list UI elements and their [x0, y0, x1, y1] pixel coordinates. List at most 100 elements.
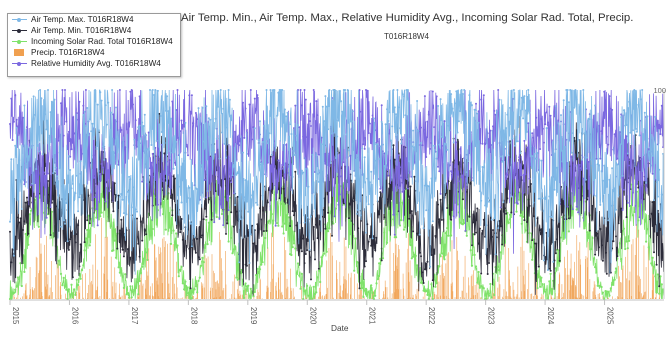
x-axis-tick-label: 2019 [249, 307, 258, 324]
data-point [485, 224, 488, 227]
data-point [26, 196, 28, 199]
data-point [156, 89, 159, 92]
data-point [190, 297, 193, 300]
data-point [184, 280, 187, 283]
data-point [416, 232, 419, 235]
data-point [380, 259, 383, 262]
data-point [550, 288, 554, 291]
data-point [315, 291, 318, 294]
data-point [492, 229, 494, 232]
data-point [421, 144, 424, 147]
data-point [138, 255, 141, 258]
data-point [37, 173, 40, 176]
data-point [638, 134, 641, 137]
data-point [392, 144, 395, 147]
data-point [651, 172, 654, 175]
data-point [277, 91, 280, 94]
data-point [24, 162, 27, 165]
data-point [70, 148, 73, 151]
data-point [107, 169, 110, 172]
legend: Air Temp. Max. T016R18W4 Air Temp. Min. … [7, 13, 181, 77]
data-point [158, 123, 161, 126]
data-point [192, 122, 195, 125]
data-point [452, 215, 455, 218]
legend-item-air-temp-min[interactable]: Air Temp. Min. T016R18W4 [8, 25, 180, 36]
data-point [488, 200, 490, 203]
data-point [295, 224, 298, 227]
data-point [659, 221, 662, 224]
data-point [435, 228, 438, 231]
legend-item-solar-rad[interactable]: Incoming Solar Rad. Total T016R18W4 [8, 36, 180, 47]
data-point [616, 255, 619, 258]
legend-item-air-temp-max[interactable]: Air Temp. Max. T016R18W4 [8, 14, 180, 25]
data-point [536, 134, 539, 137]
data-point [537, 275, 540, 278]
legend-item-relative-humidity[interactable]: Relative Humidity Avg. T016R18W4 [8, 58, 180, 69]
data-point [198, 258, 201, 261]
data-point [146, 148, 149, 151]
data-point [410, 257, 413, 260]
data-point [363, 289, 366, 292]
data-point [595, 157, 598, 160]
data-point [582, 89, 585, 91]
data-point [18, 131, 21, 134]
data-point [70, 283, 73, 286]
data-point [443, 142, 446, 145]
data-point [244, 282, 247, 285]
data-point [354, 158, 357, 161]
data-point [570, 151, 573, 154]
data-point [434, 285, 437, 288]
data-point [134, 208, 137, 211]
data-point [561, 160, 564, 163]
data-point [304, 289, 307, 292]
data-point [656, 273, 660, 276]
data-point [294, 154, 297, 156]
data-point [112, 166, 115, 168]
data-point [294, 170, 297, 173]
data-point [634, 204, 637, 207]
data-point [155, 139, 158, 142]
data-point [348, 189, 350, 192]
data-point [643, 111, 646, 114]
data-point [202, 218, 205, 221]
data-point [82, 113, 85, 116]
data-point [412, 255, 415, 258]
legend-item-precip[interactable]: Precip. T016R18W4 [8, 47, 180, 58]
data-point [177, 213, 180, 216]
data-point [315, 154, 318, 157]
data-point [234, 130, 237, 133]
data-point [621, 174, 624, 177]
data-point [380, 120, 383, 123]
data-point [501, 243, 504, 246]
data-point [490, 296, 493, 299]
x-axis-tick-label: 2022 [427, 307, 436, 324]
data-point [499, 206, 502, 209]
data-point [438, 143, 441, 146]
data-point [228, 98, 231, 101]
data-point [190, 94, 193, 97]
data-point [300, 272, 303, 275]
data-point [340, 175, 343, 178]
data-point [621, 209, 624, 211]
data-point [399, 127, 401, 130]
data-point [384, 123, 387, 126]
data-point [443, 120, 446, 123]
data-point [43, 171, 45, 174]
data-point [88, 118, 91, 121]
data-point [375, 236, 378, 239]
data-point [99, 91, 102, 94]
data-point [266, 201, 269, 204]
data-point [647, 148, 650, 151]
data-point [361, 286, 364, 290]
data-point [107, 101, 110, 104]
data-point [515, 210, 518, 213]
data-point [69, 238, 72, 241]
data-point [482, 287, 485, 290]
data-point [450, 218, 453, 221]
data-point [67, 155, 70, 158]
data-point [362, 295, 365, 298]
data-point [62, 134, 65, 137]
data-point [324, 95, 327, 98]
data-point [202, 261, 205, 264]
data-point [536, 287, 539, 290]
